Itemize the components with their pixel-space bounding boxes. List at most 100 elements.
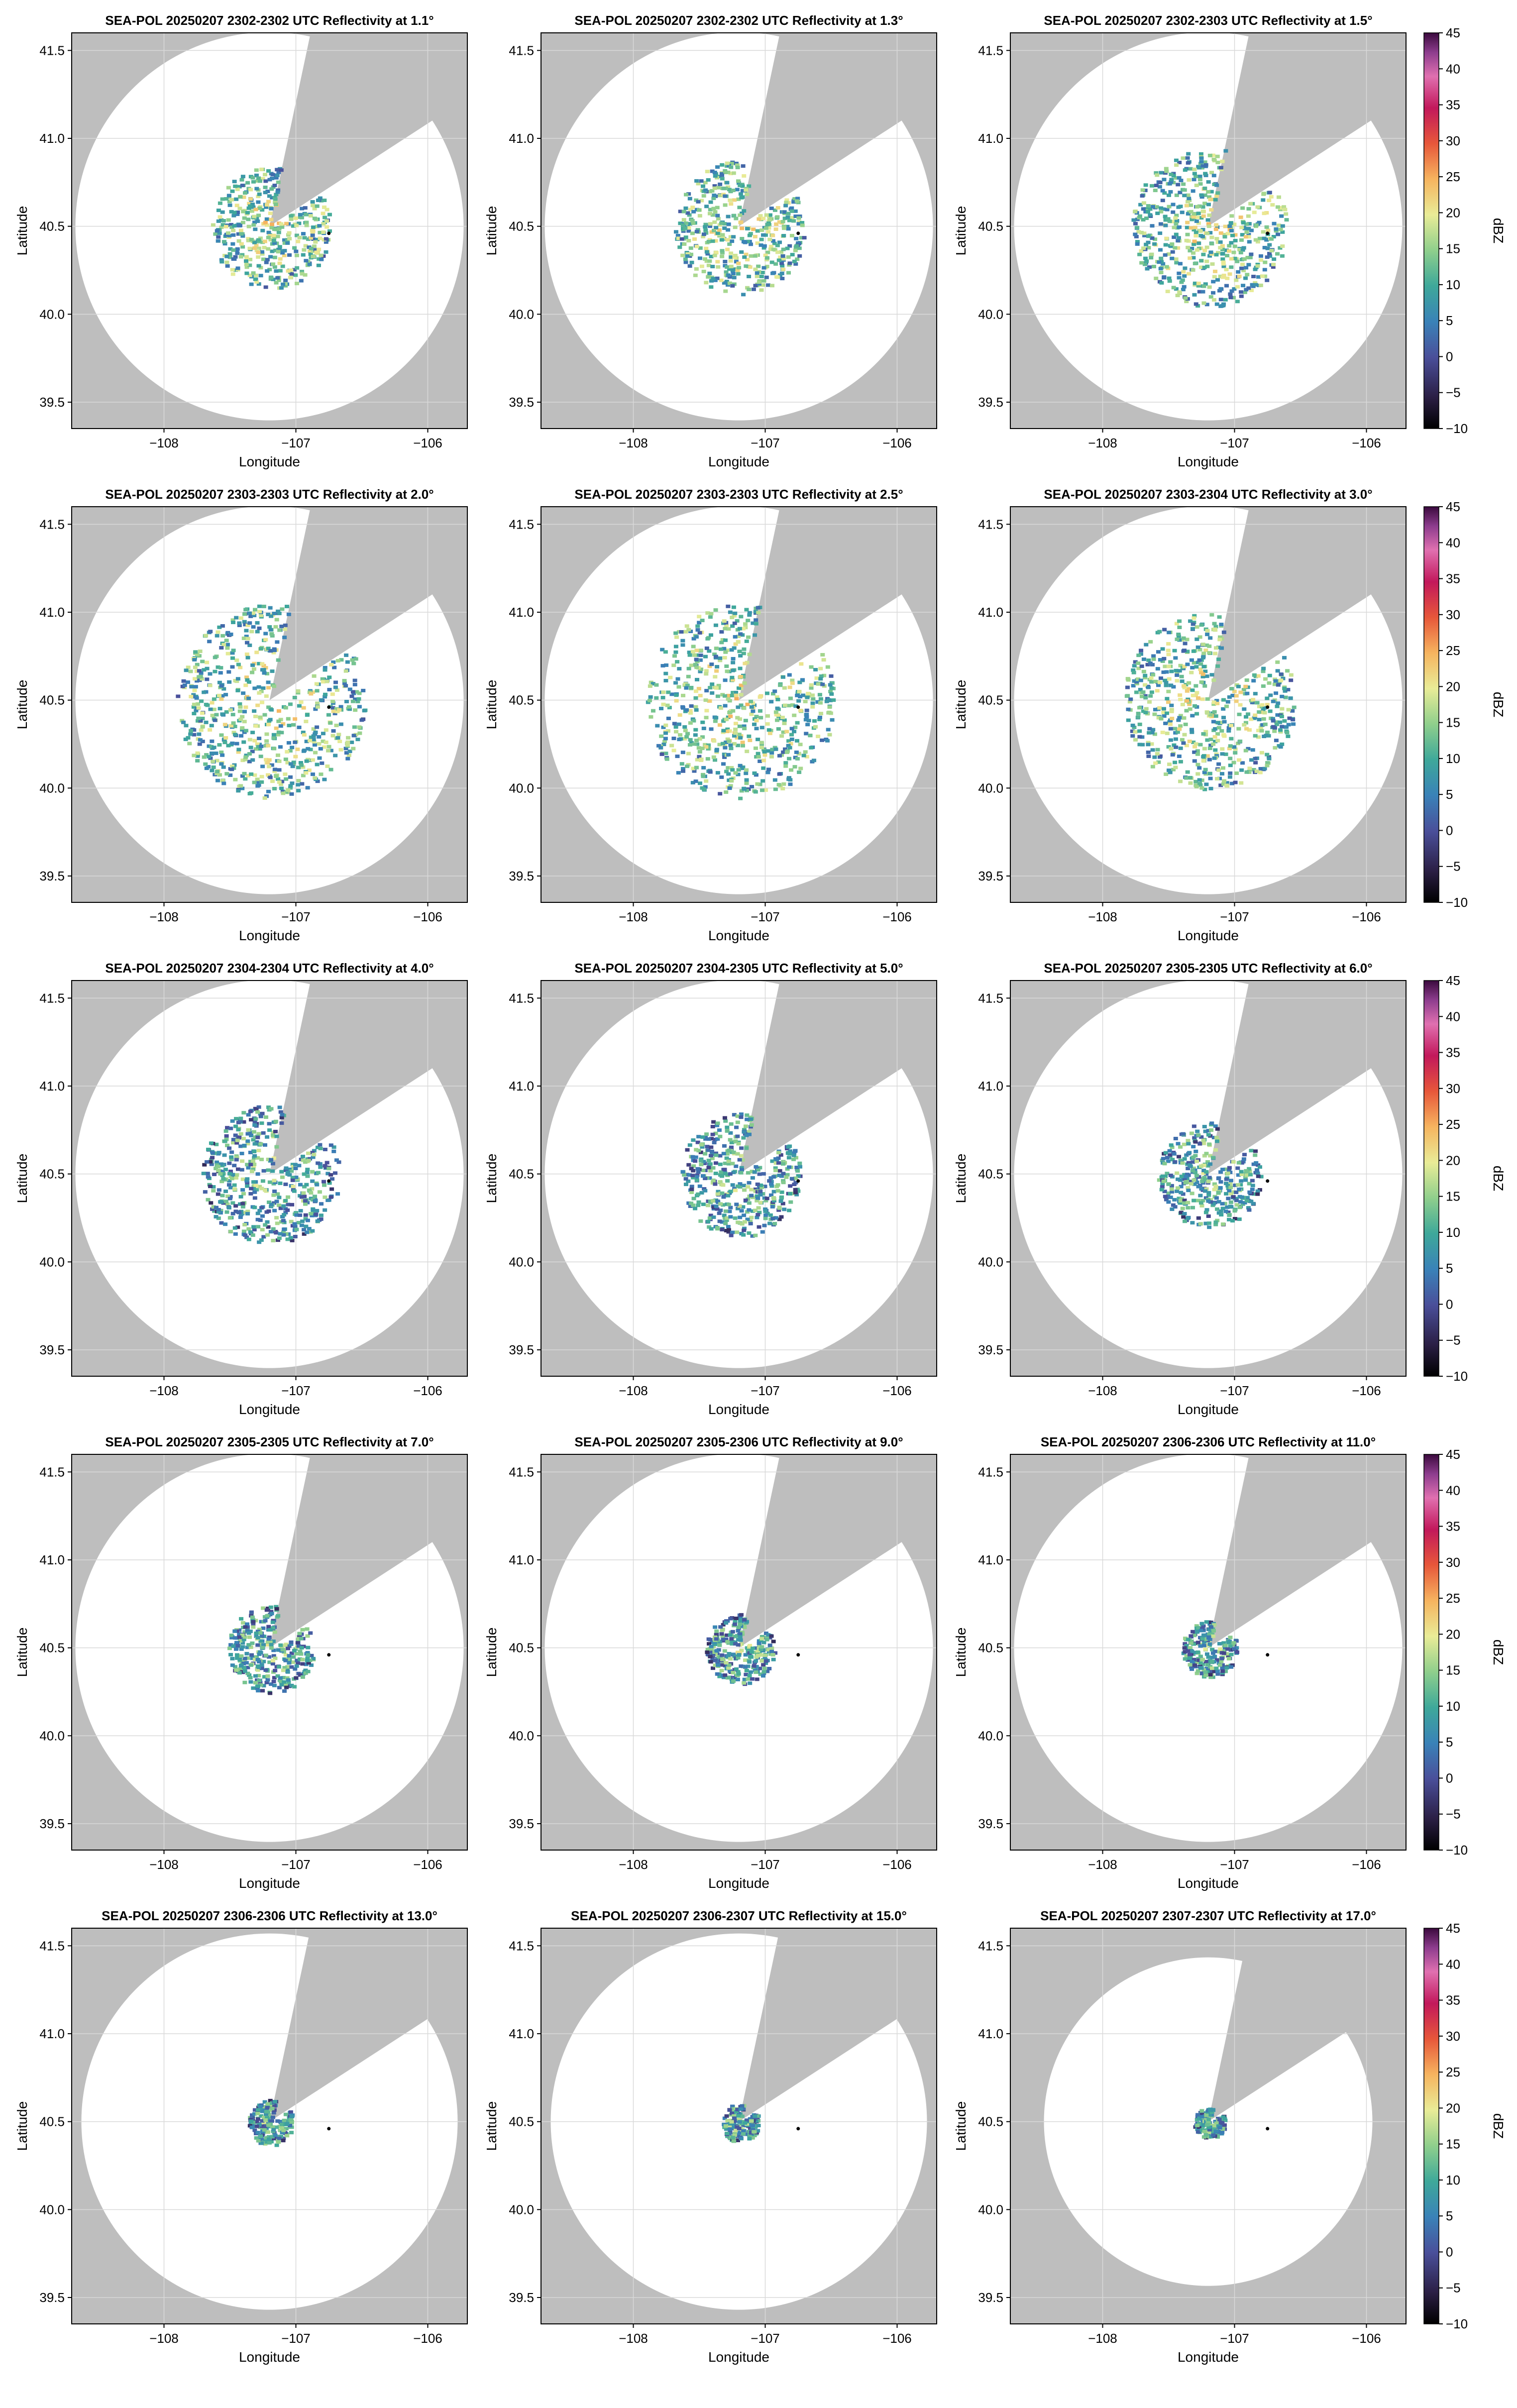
echo-cell [749,1188,754,1192]
echo-cell [273,203,278,207]
echo-cell [346,753,351,757]
echo-cell [733,225,738,229]
echo-cell [300,782,305,786]
colorbar-tick-label: 10 [1446,751,1460,766]
echo-cell [712,739,717,743]
echo-cell [1241,268,1246,272]
echo-cell [1241,1157,1246,1161]
echo-cell [252,1142,257,1146]
echo-cell [743,719,748,723]
echo-cell [818,701,823,705]
echo-cell [247,263,252,267]
echo-cell [1177,1155,1182,1159]
echo-cell [1152,242,1157,246]
echo-cell [1180,1206,1185,1210]
echo-cell [331,1145,336,1149]
echo-cell [282,241,287,245]
echo-cell [1195,304,1200,308]
echo-cell [1186,200,1191,204]
echo-cell [1204,674,1209,678]
echo-cell [359,718,364,722]
echo-cell [787,673,792,677]
echo-cell [737,724,742,728]
echo-cell [272,184,277,188]
echo-cell [1256,1174,1261,1178]
echo-cell [806,719,811,723]
echo-cell [219,225,224,229]
echo-cell [708,686,713,690]
echo-cell [325,225,329,229]
echo-cell [272,265,277,269]
echo-cell [793,1176,798,1180]
echo-cell [1228,744,1233,748]
echo-cell [207,744,212,748]
echo-cell [1284,218,1289,222]
echo-cell [1168,660,1173,664]
echo-cell [1136,711,1141,715]
echo-cell [269,1203,274,1206]
echo-cell [271,239,276,243]
echo-cell [217,1151,221,1155]
echo-cell [225,652,230,656]
echo-cell [310,1170,315,1174]
echo-cell [234,1173,239,1177]
echo-cell [1279,672,1284,676]
echo-cell [244,1235,249,1239]
echo-cell [728,190,733,194]
echo-cell [693,779,698,783]
echo-cell [1180,211,1185,215]
echo-cell [1166,700,1171,704]
echo-cell [204,634,209,638]
echo-cell [805,695,810,699]
echo-cell [1157,706,1162,710]
echo-cell [804,712,809,716]
echo-cell [1137,722,1142,726]
echo-cell [211,223,216,227]
echo-cell [1188,167,1193,171]
echo-cell [283,1168,288,1172]
echo-cell [668,675,673,679]
echo-cell [775,1189,780,1193]
echo-cell [312,244,317,248]
echo-cell [1174,261,1179,265]
echo-cell [1194,691,1199,695]
echo-cell [1194,785,1199,789]
echo-cell [246,1166,251,1170]
echo-cell [1193,230,1198,234]
echo-cell [279,624,284,628]
echo-cell [314,1212,319,1216]
echo-cell [1169,244,1174,248]
echo-cell [1173,246,1178,250]
echo-cell [778,1153,783,1157]
echo-cell [713,719,718,723]
echo-cell [727,711,732,715]
echo-cell [1208,250,1213,254]
echo-cell [260,1228,265,1232]
echo-cell [811,697,816,701]
echo-cell [1252,1192,1257,1196]
echo-cell [1175,637,1180,641]
echo-cell [780,254,785,258]
echo-cell [720,638,725,642]
echo-cell [1202,193,1207,197]
echo-cell [277,768,282,772]
echo-cell [224,639,229,643]
echo-cell [730,269,735,273]
echo-cell [226,231,231,235]
echo-cell [205,1160,210,1164]
echo-cell [215,759,219,763]
echo-cell [1159,281,1164,285]
echo-cell [1253,267,1258,271]
echo-cell [1125,685,1130,689]
echo-cell [1239,266,1244,270]
echo-cell [1200,674,1205,678]
echo-cell [249,282,254,286]
echo-cell [1238,290,1243,294]
y-tick-label: 40.5 [509,219,534,234]
echo-cell [780,264,785,268]
echo-cell [297,704,302,708]
echo-cell [793,1191,798,1195]
echo-cell [1225,700,1230,704]
echo-cell [1208,1154,1213,1158]
echo-cell [700,1145,705,1149]
